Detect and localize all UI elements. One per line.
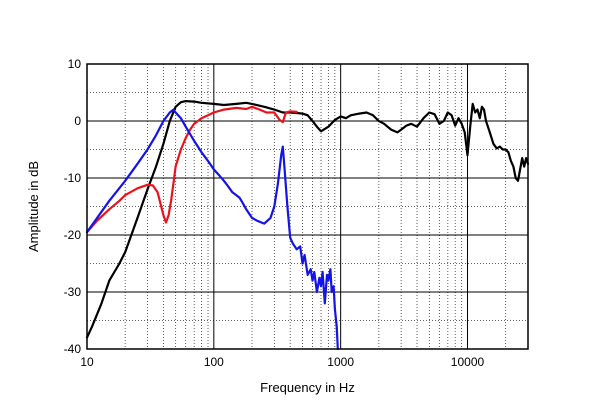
y-axis-label: Amplitude in dB <box>26 161 41 252</box>
x-tick-labels: 10 100 1000 10000 <box>80 355 484 369</box>
x-tick-label: 10000 <box>451 355 485 369</box>
series-line-3 <box>85 108 339 351</box>
y-tick-label: -20 <box>64 228 82 242</box>
x-tick-label: 10 <box>80 355 94 369</box>
x-axis-label: Frequency in Hz <box>260 380 355 395</box>
series-line-1 <box>85 99 530 339</box>
y-tick-label: -40 <box>64 342 82 356</box>
y-tick-label: -10 <box>64 171 82 185</box>
x-tick-label: 1000 <box>327 355 354 369</box>
y-tick-label: 10 <box>68 57 82 71</box>
y-tick-label: 0 <box>74 114 81 128</box>
x-tick-label: 100 <box>204 355 224 369</box>
plot-frame <box>86 63 529 350</box>
y-tick-label: -30 <box>64 285 82 299</box>
series-layer <box>85 99 530 351</box>
y-tick-labels: 10 0 -10 -20 -30 -40 <box>64 57 82 356</box>
series-line-2 <box>85 105 298 234</box>
grid-minor <box>87 64 529 349</box>
